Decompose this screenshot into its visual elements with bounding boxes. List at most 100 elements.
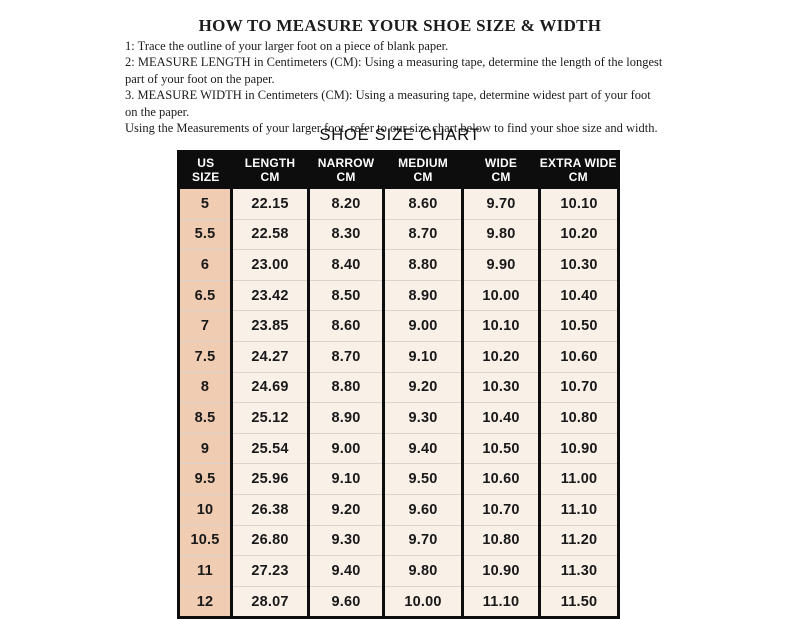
measurement-cell: 22.15 (230, 189, 309, 220)
us-size-cell: 5 (178, 189, 232, 220)
table-header: US SIZE LENGTH CM NARROW CM MEDIUM CM WIDE CM EXTR… (178, 151, 619, 189)
measurement-cell: 11.10 (538, 493, 619, 526)
measurement-cell: 23.42 (230, 279, 309, 311)
measurement-cell: 9.80 (382, 555, 463, 587)
shoe-size-table: US SIZE LENGTH CM NARROW CM MEDIUM CM WIDE CM EXTR… (177, 150, 620, 619)
instruction-step-2: 2: MEASURE LENGTH in Centimeters (CM): U… (125, 55, 663, 86)
measurement-cell: 10.70 (461, 493, 540, 526)
measurement-cell: 26.80 (230, 524, 309, 556)
measurement-cell: 10.70 (538, 371, 619, 403)
us-size-cell: 10 (178, 493, 232, 526)
table-row: 8 24.69 8.80 9.20 10.30 10.70 (178, 371, 619, 403)
us-size-cell: 5.5 (178, 218, 232, 250)
measurement-cell: 9.20 (382, 371, 463, 403)
us-size-cell: 6.5 (178, 279, 232, 311)
us-size-cell: 7.5 (178, 340, 232, 373)
us-size-cell: 6 (178, 249, 232, 281)
measurement-cell: 10.30 (538, 249, 619, 281)
measuring-instructions: 1: Trace the outline of your larger foot… (125, 38, 663, 136)
column-header-line: CM (568, 169, 588, 184)
table-row: 6 23.00 8.40 8.80 9.90 10.30 (178, 249, 619, 281)
measurement-cell: 10.90 (538, 432, 619, 464)
instruction-step-1: 1: Trace the outline of your larger foot… (125, 39, 449, 53)
measurement-cell: 8.40 (307, 249, 384, 281)
column-header: LENGTH CM (231, 151, 309, 189)
table-row: 9.5 25.96 9.10 9.50 10.60 11.00 (178, 463, 619, 495)
measurement-cell: 10.80 (461, 524, 540, 556)
us-size-cell: 8 (178, 371, 232, 403)
measurement-cell: 26.38 (230, 493, 309, 526)
measurement-cell: 9.00 (382, 310, 463, 342)
table-row: 6.5 23.42 8.50 8.90 10.00 10.40 (178, 279, 619, 311)
measurement-cell: 8.90 (307, 402, 384, 434)
measurement-cell: 10.00 (382, 585, 463, 618)
measurement-cell: 8.60 (307, 310, 384, 342)
column-header-line: NARROW (317, 156, 375, 170)
table-row: 10.5 26.80 9.30 9.70 10.80 11.20 (178, 524, 619, 556)
column-header-line: MEDIUM (398, 156, 448, 170)
measurement-cell: 8.80 (307, 371, 384, 403)
column-header-line: CM (413, 169, 433, 184)
measurement-cell: 23.85 (230, 310, 309, 342)
measurement-cell: 24.69 (230, 371, 309, 403)
measurement-cell: 11.50 (538, 585, 619, 618)
measurement-cell: 9.40 (307, 555, 384, 587)
us-size-cell: 9.5 (178, 463, 232, 495)
measurement-cell: 10.30 (461, 371, 540, 403)
column-header: EXTRA WIDE CM (539, 151, 619, 189)
measurement-cell: 11.30 (538, 555, 619, 587)
column-header-line: WIDE (484, 156, 518, 170)
measurement-cell: 10.10 (461, 310, 540, 342)
measurement-cell: 24.27 (230, 340, 309, 373)
instruction-note: Using the Measurements of your larger fo… (125, 121, 658, 136)
measurement-cell: 11.20 (538, 524, 619, 556)
column-header-line: CM (336, 169, 356, 184)
measurement-cell: 9.70 (382, 524, 463, 556)
column-header-line: LENGTH (244, 156, 296, 170)
table-row: 9 25.54 9.00 9.40 10.50 10.90 (178, 432, 619, 464)
measurement-cell: 9.10 (382, 340, 463, 373)
measurement-cell: 10.20 (538, 218, 619, 250)
measurement-cell: 9.30 (307, 524, 384, 556)
measurement-cell: 28.07 (230, 585, 309, 618)
measurement-cell: 8.20 (307, 189, 384, 220)
measurement-cell: 9.20 (307, 493, 384, 526)
chart-title: SHOE SIZE CHART (319, 126, 481, 144)
table-row: 7.5 24.27 8.70 9.10 10.20 10.60 (178, 340, 619, 373)
measurement-cell: 25.12 (230, 402, 309, 434)
table-row: 12 28.07 9.60 10.00 11.10 11.50 (178, 585, 619, 618)
measurement-cell: 25.96 (230, 463, 309, 495)
column-header: NARROW CM (308, 151, 384, 189)
column-header-line: CM (491, 169, 511, 184)
column-header-line: CM (260, 169, 280, 184)
column-header: WIDE CM (462, 151, 540, 189)
table-header-row: US SIZE LENGTH CM NARROW CM MEDIUM CM WIDE CM EXTR… (178, 151, 619, 189)
table-body: 5 22.15 8.20 8.60 9.70 10.10 5.5 22.58 8.30 8.70 9… (178, 189, 619, 618)
us-size-cell: 8.5 (178, 402, 232, 434)
measurement-cell: 10.50 (461, 432, 540, 464)
measurement-cell: 22.58 (230, 218, 309, 250)
table-row: 7 23.85 8.60 9.00 10.10 10.50 (178, 310, 619, 342)
column-header: US SIZE (178, 151, 232, 189)
measurement-cell: 11.00 (538, 463, 619, 495)
measurement-cell: 8.70 (307, 340, 384, 373)
measurement-cell: 10.40 (538, 279, 619, 311)
us-size-cell: 7 (178, 310, 232, 342)
measurement-cell: 8.30 (307, 218, 384, 250)
measurement-cell: 10.20 (461, 340, 540, 373)
table-row: 11 27.23 9.40 9.80 10.90 11.30 (178, 555, 619, 587)
measurement-cell: 10.50 (538, 310, 619, 342)
column-header-line: US (197, 156, 215, 170)
measurement-cell: 8.90 (382, 279, 463, 311)
measurement-cell: 9.60 (382, 493, 463, 526)
column-header-line: EXTRA WIDE (539, 156, 617, 170)
measurement-cell: 23.00 (230, 249, 309, 281)
measurement-cell: 10.90 (461, 555, 540, 587)
measurement-cell: 10.60 (538, 340, 619, 373)
measurement-cell: 9.10 (307, 463, 384, 495)
measurement-cell: 27.23 (230, 555, 309, 587)
measurement-cell: 11.10 (461, 585, 540, 618)
us-size-cell: 12 (178, 585, 232, 618)
table-row: 5.5 22.58 8.30 8.70 9.80 10.20 (178, 218, 619, 250)
table-row: 8.5 25.12 8.90 9.30 10.40 10.80 (178, 402, 619, 434)
